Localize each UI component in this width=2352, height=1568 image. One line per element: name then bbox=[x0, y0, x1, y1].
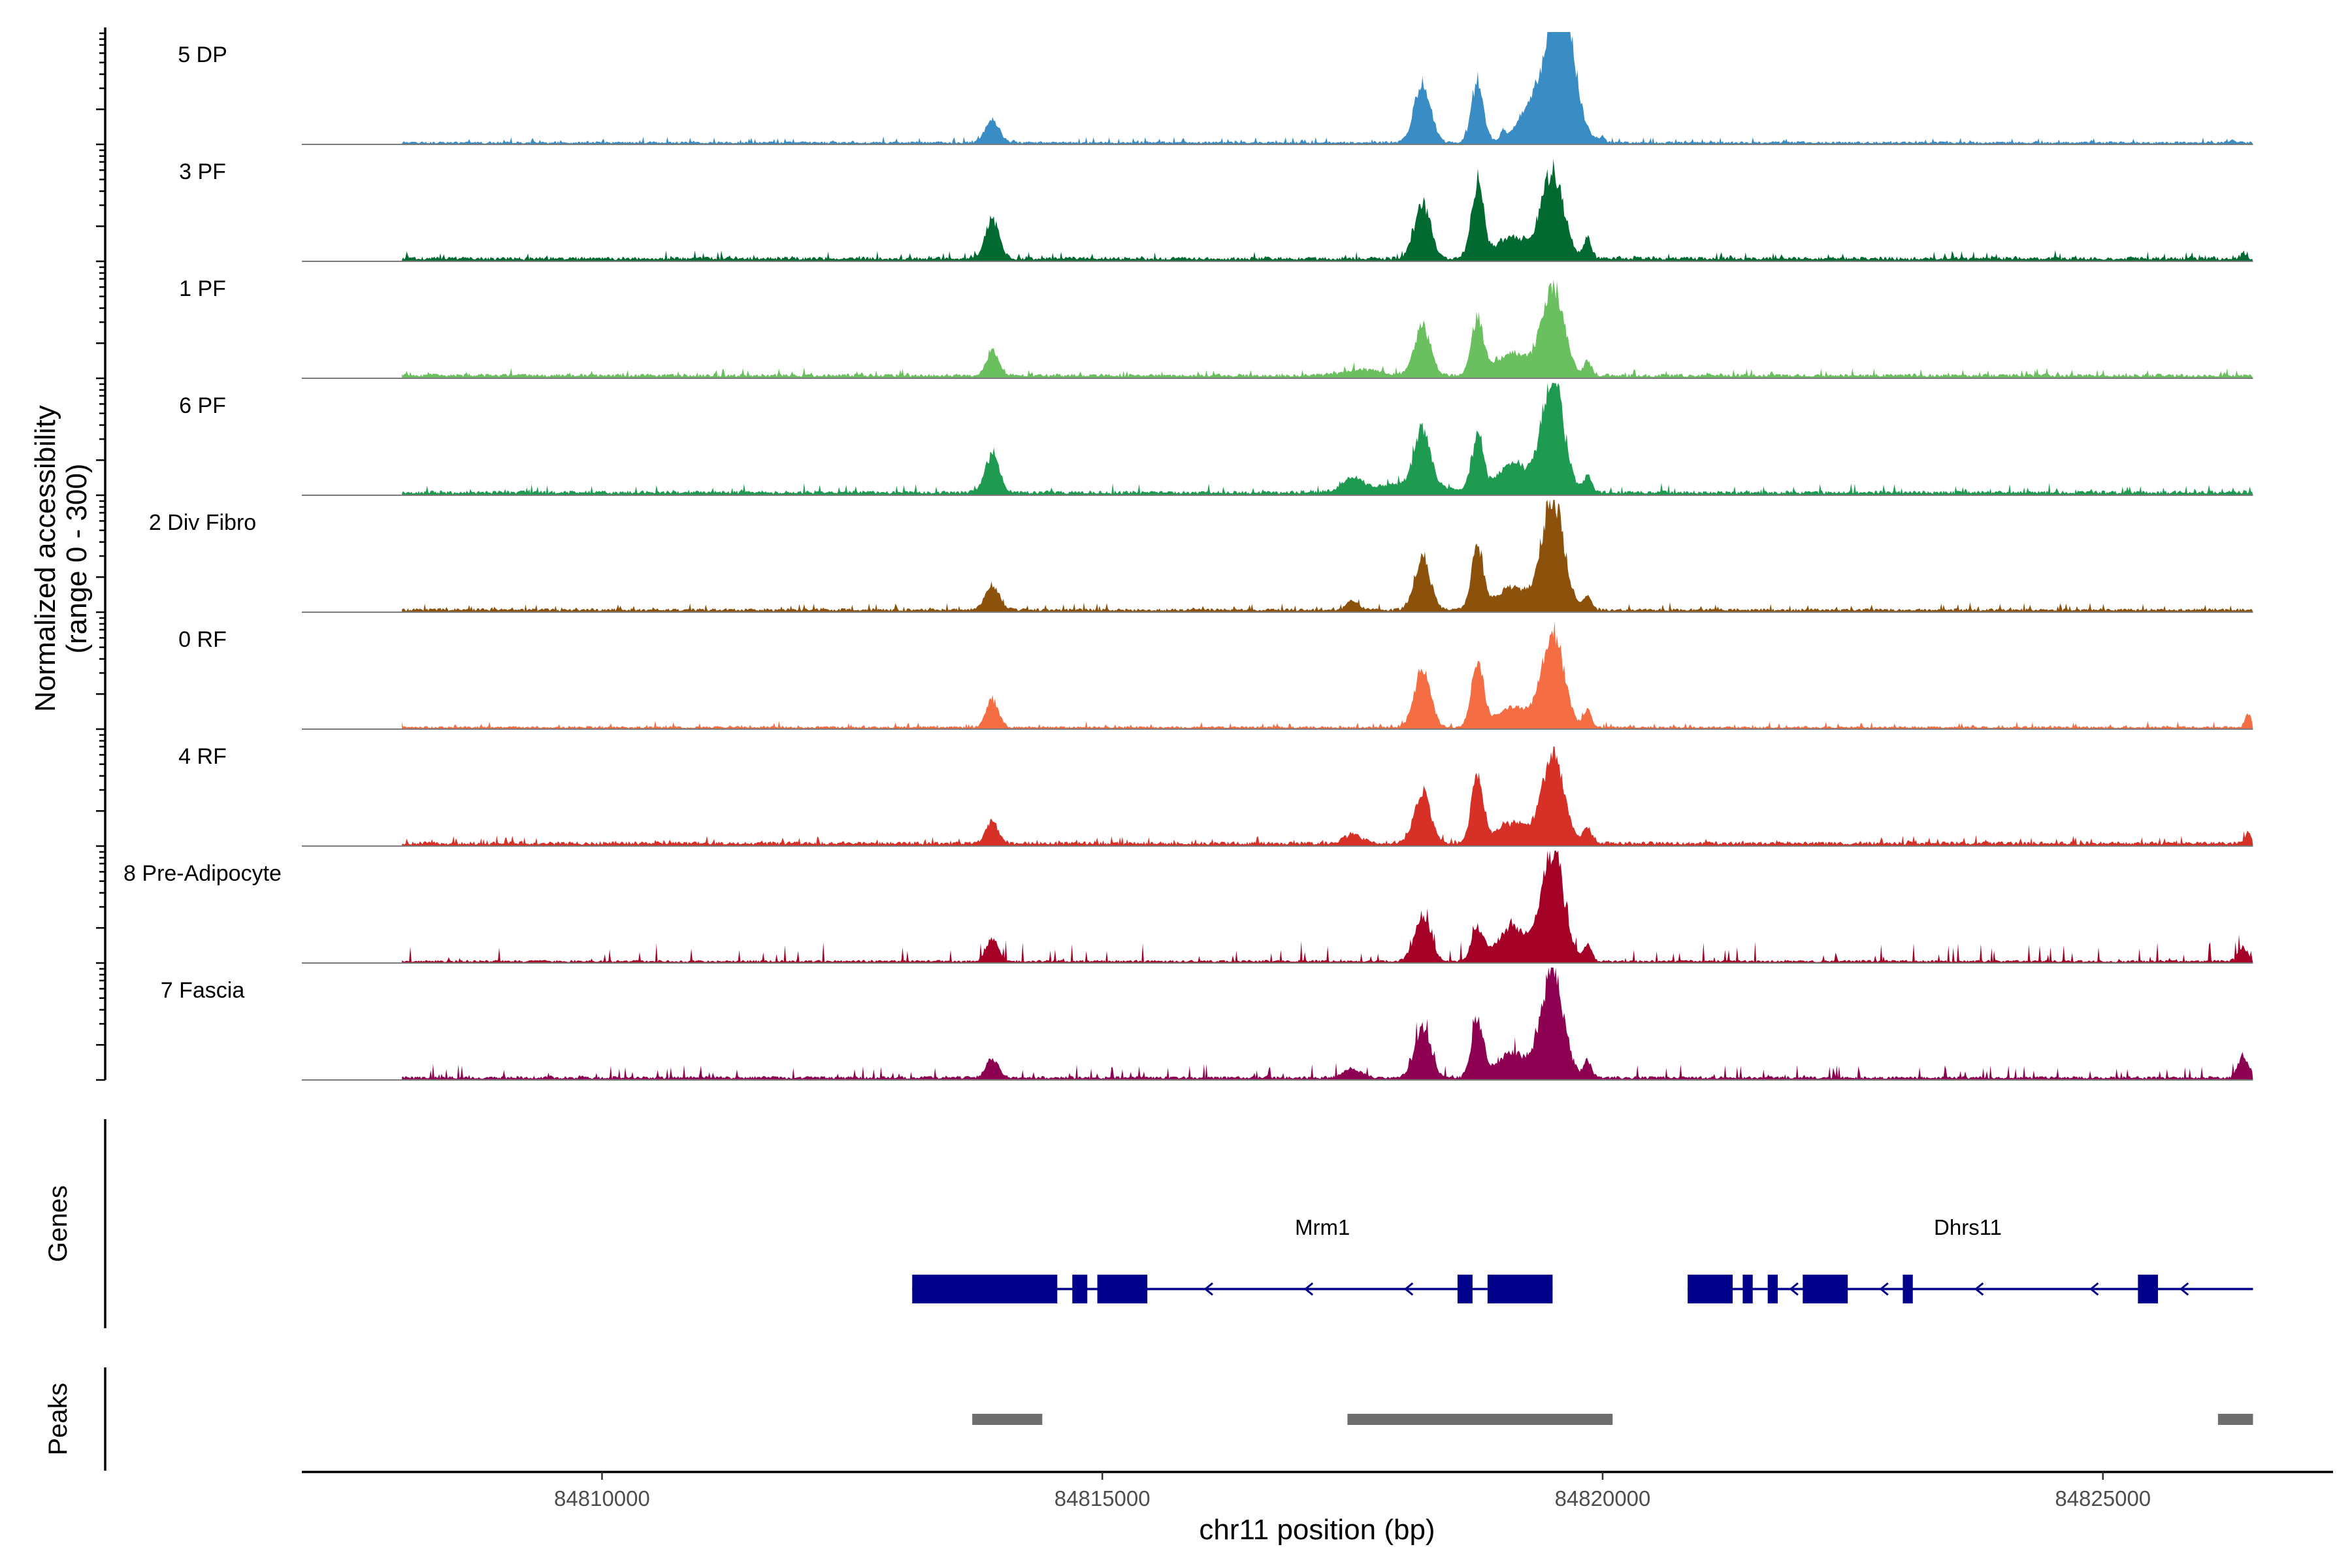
exon bbox=[1903, 1275, 1913, 1303]
peak-region bbox=[1347, 1414, 1613, 1425]
x-tick-label: 84810000 bbox=[554, 1486, 650, 1511]
x-axis-ticks: 84810000 84815000 84820000 84825000 bbox=[554, 1472, 2151, 1511]
track-5: 0 RF bbox=[178, 621, 2253, 730]
track-0: 5 DP bbox=[178, 32, 2253, 145]
x-tick-label: 84815000 bbox=[1054, 1486, 1151, 1511]
track-label: 6 PF bbox=[179, 393, 226, 418]
track-3: 6 PF bbox=[179, 383, 2253, 496]
track-label: 8 Pre-Adipocyte bbox=[123, 861, 282, 886]
strand-arrow bbox=[1879, 1282, 1889, 1296]
gene-label: Dhrs11 bbox=[1934, 1215, 2002, 1239]
exon bbox=[1487, 1275, 1553, 1303]
exon bbox=[1688, 1275, 1733, 1303]
exon bbox=[1767, 1275, 1778, 1303]
strand-arrow bbox=[1403, 1282, 1414, 1296]
track-label: 5 DP bbox=[178, 42, 227, 67]
track-7: 8 Pre-Adipocyte bbox=[123, 851, 2253, 964]
strand-arrow bbox=[2179, 1282, 2189, 1296]
y-axis-title-line1: Normalized accessibility bbox=[29, 405, 61, 711]
y-axis-title-line2: (range 0 - 300) bbox=[61, 463, 93, 653]
peak-regions bbox=[972, 1414, 2253, 1425]
strand-arrow bbox=[1303, 1282, 1314, 1296]
track-label: 1 PF bbox=[179, 276, 226, 301]
genes-panel-title: Genes bbox=[44, 1185, 73, 1262]
strand-arrow bbox=[1789, 1282, 1799, 1296]
exon bbox=[1097, 1275, 1148, 1303]
exon bbox=[1803, 1275, 1848, 1303]
track-label: 2 Div Fibro bbox=[149, 510, 256, 535]
track-label: 4 RF bbox=[178, 744, 227, 769]
gene-label: Mrm1 bbox=[1295, 1215, 1350, 1239]
exon bbox=[2138, 1275, 2158, 1303]
gene-mrm1: Mrm1 bbox=[912, 1215, 1553, 1303]
track-label: 0 RF bbox=[178, 627, 227, 652]
track-8: 7 Fascia bbox=[161, 968, 2253, 1081]
strand-arrow bbox=[2089, 1282, 2099, 1296]
coverage-y-ticks bbox=[96, 32, 105, 1081]
exon bbox=[912, 1275, 1058, 1303]
track-label: 3 PF bbox=[179, 159, 226, 184]
track-4: 2 Div Fibro bbox=[149, 500, 2253, 613]
strand-arrow bbox=[1203, 1282, 1213, 1296]
coverage-tracks: 5 DP 3 PF 1 PF 6 PF 2 Div Fibro 0 RF 4 RF 8 Pre… bbox=[123, 32, 2253, 1081]
exon bbox=[1742, 1275, 1753, 1303]
track-label: 7 Fascia bbox=[161, 978, 245, 1003]
x-tick-label: 84825000 bbox=[2055, 1486, 2151, 1511]
track-6: 4 RF bbox=[178, 744, 2253, 847]
exon bbox=[1457, 1275, 1473, 1303]
strand-arrow bbox=[1974, 1282, 1984, 1296]
track-2: 1 PF bbox=[179, 276, 2253, 379]
peak-region bbox=[2217, 1414, 2253, 1425]
peaks-panel-title: Peaks bbox=[44, 1382, 73, 1455]
exon bbox=[1072, 1275, 1088, 1303]
gene-annotations: Mrm1 Dhrs11 bbox=[912, 1215, 2253, 1303]
x-axis-title: chr11 position (bp) bbox=[1199, 1514, 1435, 1546]
x-tick-label: 84820000 bbox=[1555, 1486, 1651, 1511]
track-1: 3 PF bbox=[179, 159, 2253, 262]
gene-dhrs11: Dhrs11 bbox=[1688, 1215, 2253, 1303]
peak-region bbox=[972, 1414, 1043, 1425]
